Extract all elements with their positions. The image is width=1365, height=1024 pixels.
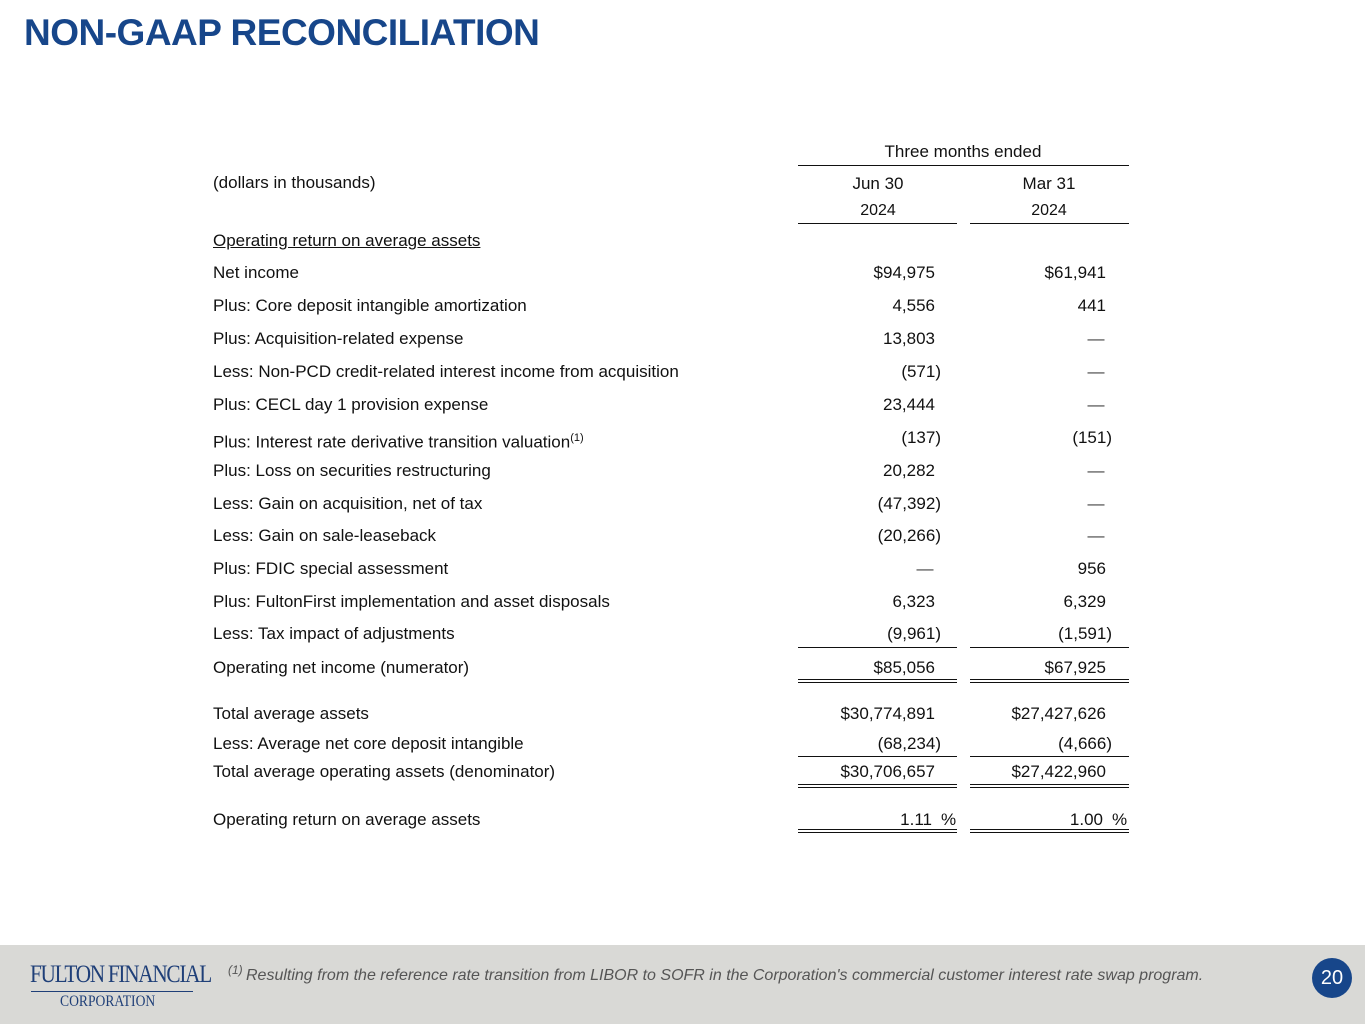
cell-unit: % — [941, 810, 957, 829]
cell-value: $30,774,891 — [840, 704, 935, 723]
total-rule — [970, 647, 1129, 648]
cell-value: (4,666) — [1058, 734, 1112, 753]
row-label: Operating net income (numerator) — [213, 658, 470, 677]
cell-value: $94,975 — [873, 263, 935, 282]
cell-value: $85,056 — [873, 658, 935, 677]
row-label: Less: Non-PCD credit-related interest in… — [213, 362, 679, 381]
row-label: Less: Average net core deposit intangibl… — [213, 734, 524, 753]
logo-name: FULTON FINANCIAL — [30, 961, 212, 988]
row-label: Plus: CECL day 1 provision expense — [213, 395, 489, 414]
row-label: Net income — [213, 263, 299, 282]
row-label: Total average assets — [213, 704, 369, 723]
cell-value: 4,556 — [892, 296, 935, 315]
row-label: Plus: FDIC special assessment — [213, 559, 449, 578]
double-rule — [970, 829, 1129, 833]
cell-value: 6,323 — [892, 592, 935, 611]
logo-sub: CORPORATION — [60, 993, 156, 1010]
cell-value: $27,422,960 — [1011, 762, 1106, 781]
footer: FULTON FINANCIAL CORPORATION (1) Resulti… — [0, 945, 1365, 1024]
cell-unit: % — [1112, 810, 1128, 829]
row-label: Plus: Loss on securities restructuring — [213, 461, 491, 480]
cell-value: $30,706,657 — [840, 762, 935, 781]
cell-value: 13,803 — [883, 329, 935, 348]
cell-dash: — — [1087, 395, 1105, 414]
double-rule — [798, 784, 957, 788]
cell-value: (1,591) — [1058, 624, 1112, 643]
total-rule — [970, 756, 1129, 757]
double-rule — [970, 679, 1129, 683]
double-rule — [798, 679, 957, 683]
cell-value: (20,266) — [877, 526, 941, 545]
total-rule — [798, 756, 957, 757]
cell-value: (137) — [901, 428, 941, 447]
row-label: Less: Gain on sale-leaseback — [213, 526, 437, 545]
cell-value: (9,961) — [887, 624, 941, 643]
double-rule — [798, 829, 957, 833]
footnote-marker: (1) — [228, 963, 243, 977]
unit-label: (dollars in thousands) — [213, 173, 376, 192]
cell-value: 441 — [1077, 296, 1106, 315]
row-label: Total average operating assets (denomina… — [213, 762, 556, 781]
row-label: Plus: Acquisition-related expense — [213, 329, 464, 348]
row-label: Operating return on average assets — [213, 810, 481, 829]
row-label: Plus: FultonFirst implementation and ass… — [213, 592, 610, 611]
cell-value: (68,234) — [877, 734, 941, 753]
cell-value: 1.00 — [1069, 810, 1103, 829]
cell-value: 1.11 — [900, 810, 932, 829]
footnote-ref: (1) — [570, 432, 584, 444]
cell-value: $61,941 — [1044, 263, 1106, 282]
double-rule — [970, 784, 1129, 788]
column-period: Jun 30 — [852, 174, 904, 193]
cell-value: (151) — [1072, 428, 1112, 447]
column-rule — [798, 223, 957, 224]
row-label: Less: Tax impact of adjustments — [213, 624, 455, 643]
cell-value: $27,427,626 — [1011, 704, 1106, 723]
cell-dash: — — [1087, 362, 1105, 381]
page-number: 20 — [1312, 958, 1352, 998]
group-header: Three months ended — [884, 142, 1042, 161]
row-label: Plus: Core deposit intangible amortizati… — [213, 296, 527, 315]
cell-dash: — — [1087, 526, 1105, 545]
cell-dash: — — [1087, 494, 1105, 513]
cell-value: $67,925 — [1044, 658, 1106, 677]
column-year: 2024 — [1031, 202, 1067, 219]
title: NON-GAAP RECONCILIATION — [24, 12, 540, 53]
cell-value: (571) — [901, 362, 941, 381]
header-rule — [798, 165, 1129, 166]
cell-dash: — — [916, 559, 934, 578]
logo-rule — [31, 991, 193, 992]
column-period: Mar 31 — [1022, 174, 1076, 193]
cell-value: (47,392) — [877, 494, 941, 513]
row-label: Less: Gain on acquisition, net of tax — [213, 494, 483, 513]
cell-dash: — — [1087, 461, 1105, 480]
column-year: 2024 — [860, 202, 896, 219]
cell-value: 6,329 — [1063, 592, 1106, 611]
row-label: Plus: Interest rate derivative transitio… — [213, 432, 584, 452]
cell-value: 956 — [1077, 559, 1106, 578]
cell-dash: — — [1087, 329, 1105, 348]
column-rule — [970, 223, 1129, 224]
total-rule — [798, 647, 957, 648]
section-title: Operating return on average assets — [213, 231, 481, 250]
cell-value: 23,444 — [883, 395, 935, 414]
cell-value: 20,282 — [883, 461, 935, 480]
footnote-text: Resulting from the reference rate transi… — [246, 967, 1204, 984]
